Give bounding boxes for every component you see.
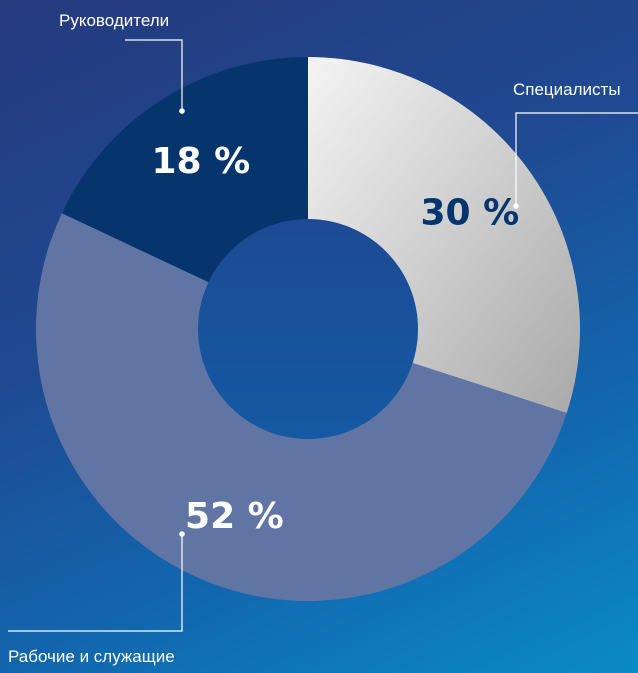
value-labels: 30 % 52 % 18 %	[151, 141, 519, 537]
value-label-specialisty: 30 %	[420, 192, 519, 233]
leader-dot	[179, 108, 185, 114]
callout-rabochie: Рабочие и служащие	[8, 531, 185, 666]
leader-dot	[513, 203, 519, 209]
legend-label-specialisty: Специалисты	[513, 80, 621, 99]
value-label-rabochie: 52 %	[185, 496, 284, 537]
value-label-rukovoditeli: 18 %	[151, 141, 250, 182]
leader-line	[515, 112, 638, 206]
legend-label-rukovoditeli: Руководители	[59, 11, 169, 30]
legend-label-rabochie: Рабочие и служащие	[8, 647, 175, 666]
callout-specialisty: Специалисты	[513, 80, 638, 209]
leader-dot	[179, 531, 185, 537]
donut-hole	[198, 219, 418, 439]
leader-line	[8, 534, 183, 632]
leader-line	[125, 39, 183, 111]
callout-rukovoditeli: Руководители	[59, 11, 185, 114]
